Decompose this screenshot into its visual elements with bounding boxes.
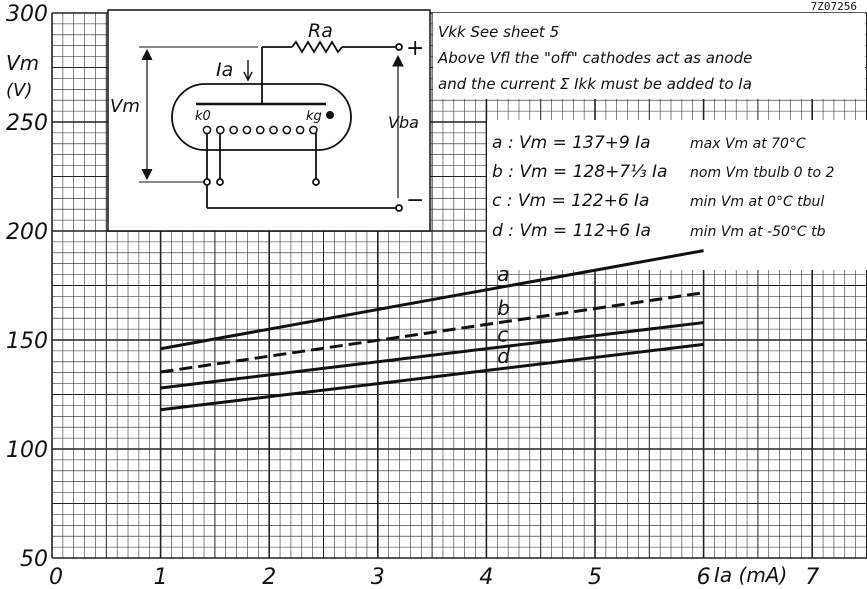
y-tick-label: 150 bbox=[6, 329, 48, 354]
equation-d-note: min Vm at -50°C tb bbox=[690, 224, 826, 240]
series-line-b bbox=[160, 291, 704, 374]
equation-a-note: max Vm at 70°C bbox=[690, 136, 806, 152]
k0-pin-bottom bbox=[203, 178, 211, 186]
series-line-c bbox=[160, 321, 704, 390]
series-label-b: b bbox=[497, 296, 510, 320]
kg-pin-bottom bbox=[312, 178, 320, 186]
kg-dot bbox=[326, 111, 334, 119]
equations-box bbox=[487, 120, 867, 270]
y-axis-unit: (V) bbox=[6, 80, 32, 101]
y-axis-symbol: Vm bbox=[6, 51, 39, 75]
equation-c: c : Vm = 122+6 Ia bbox=[492, 191, 649, 211]
circuit-labels: Ra Ia Vm Vba k0 kg + − bbox=[110, 20, 424, 213]
equation-d: d : Vm = 112+6 Ia bbox=[492, 221, 651, 241]
note-line-3: and the current Σ Ikk must be added to I… bbox=[438, 75, 752, 93]
cathode-pin bbox=[255, 125, 265, 135]
label-ra: Ra bbox=[308, 20, 333, 42]
equation-b: b : Vm = 128+7⅓ Ia bbox=[492, 162, 667, 182]
series-line-a bbox=[160, 249, 704, 351]
notes: Vkk See sheet 5 Above Vfl the "off" cath… bbox=[437, 23, 752, 93]
x-tick-label: 0 bbox=[49, 565, 63, 589]
series-label-a: a bbox=[497, 262, 509, 286]
label-kg: kg bbox=[306, 109, 322, 124]
x-tick-label: 7 bbox=[805, 565, 819, 589]
cathode-pin bbox=[282, 125, 292, 135]
x-tick-label: 1 bbox=[154, 565, 168, 589]
y-tick-label: 300 bbox=[6, 2, 48, 27]
cathode-pin bbox=[202, 125, 212, 135]
y-tick-label: 100 bbox=[6, 438, 48, 463]
equation-a: a : Vm = 137+9 Ia bbox=[492, 133, 651, 153]
tube-envelope bbox=[171, 83, 352, 151]
circuit-inset-box bbox=[107, 9, 431, 232]
x-tick-label: 5 bbox=[588, 565, 602, 589]
cathode-pin bbox=[229, 125, 238, 135]
label-vba: Vba bbox=[388, 113, 419, 132]
y-tick-label: 200 bbox=[6, 220, 48, 245]
y-tick-label: 250 bbox=[6, 111, 48, 136]
sheet-code: 7Z07256 bbox=[811, 0, 857, 13]
series-label-d: d bbox=[497, 344, 510, 368]
x-tick-label: 3 bbox=[371, 565, 385, 589]
label-k0: k0 bbox=[195, 109, 211, 124]
x-tick-label: 2 bbox=[262, 565, 276, 589]
label-minus: − bbox=[406, 188, 424, 213]
y-tick-label: 50 bbox=[20, 547, 48, 572]
cathode-pin bbox=[242, 125, 252, 135]
note-line-1: Vkk See sheet 5 bbox=[438, 23, 559, 41]
ia-arrow bbox=[243, 60, 253, 82]
vm-arrow-heads bbox=[141, 48, 153, 181]
label-ia: Ia bbox=[216, 59, 233, 81]
equation-c-note: min Vm at 0°C tbul bbox=[690, 194, 824, 210]
equation-b-note: nom Vm tbulb 0 to 2 bbox=[690, 165, 835, 181]
plus-terminal bbox=[395, 43, 403, 51]
x-tick-label: 4 bbox=[479, 565, 493, 589]
chart-ticks-group: 0 1 2 3 4 5 6 7 50 100 150 200 250 300 bbox=[6, 2, 819, 589]
label-plus: + bbox=[406, 36, 424, 61]
cathode-pin bbox=[309, 125, 318, 135]
x-axis-label: Ia (mA) bbox=[714, 563, 787, 587]
pin2-bottom bbox=[216, 178, 224, 186]
cathode-pin bbox=[269, 125, 278, 135]
label-vm: Vm bbox=[110, 96, 140, 117]
notes-box bbox=[433, 13, 865, 99]
equations: a : Vm = 137+9 Ia max Vm at 70°C b : Vm … bbox=[492, 133, 835, 241]
cathode-pin bbox=[215, 125, 225, 135]
x-tick-label: 6 bbox=[697, 565, 711, 589]
resistor-ra bbox=[291, 40, 343, 54]
series-label-c: c bbox=[497, 322, 508, 346]
note-line-2: Above Vfl the "off" cathodes act as anod… bbox=[437, 49, 752, 67]
circuit-diagram bbox=[139, 40, 404, 212]
chart-series-group bbox=[160, 249, 704, 412]
series-line-d bbox=[160, 342, 704, 412]
cathode-pin bbox=[295, 125, 305, 135]
vba-arrow-heads bbox=[392, 54, 404, 67]
cathode-pin-row bbox=[202, 125, 318, 135]
